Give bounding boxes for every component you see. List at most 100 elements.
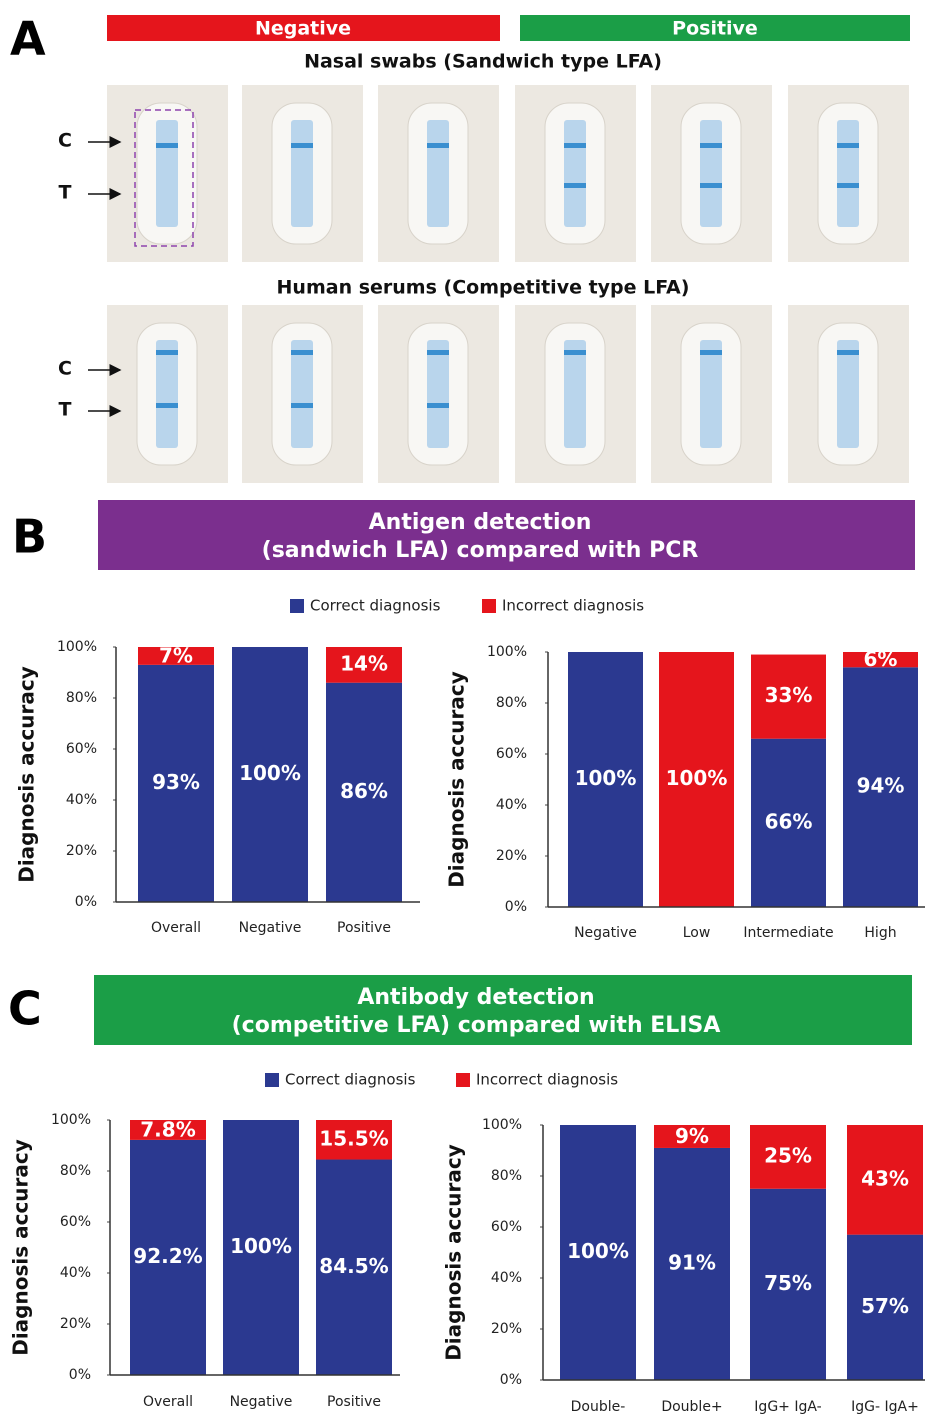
y-tick-label: 0% bbox=[75, 894, 97, 910]
strip bbox=[564, 120, 586, 227]
figure: A Negative Positive Nasal swabs (Sandwic… bbox=[0, 0, 929, 1415]
y-tick-label: 60% bbox=[60, 1214, 91, 1230]
y-tick-label: 40% bbox=[491, 1270, 522, 1286]
band bbox=[700, 143, 722, 148]
y-axis-label: Diagnosis accuracy bbox=[445, 671, 469, 888]
y-tick-label: 40% bbox=[60, 1265, 91, 1281]
y-tick-label: 20% bbox=[60, 1316, 91, 1332]
value-label: 57% bbox=[861, 1294, 909, 1318]
strip bbox=[156, 340, 178, 448]
strip bbox=[291, 340, 313, 448]
value-label: 7.8% bbox=[140, 1117, 195, 1141]
y-tick-label: 80% bbox=[66, 690, 97, 706]
band bbox=[700, 183, 722, 188]
x-tick-label: IgG+ IgA- bbox=[754, 1399, 821, 1415]
value-label: 84.5% bbox=[319, 1254, 388, 1278]
x-tick-label: Negative bbox=[574, 925, 637, 941]
x-tick-label: Intermediate bbox=[743, 925, 833, 941]
y-tick-label: 0% bbox=[500, 1372, 522, 1388]
x-tick-label: High bbox=[864, 925, 896, 941]
panel-label: B bbox=[12, 510, 47, 564]
value-label: 94% bbox=[857, 774, 905, 798]
band bbox=[427, 403, 449, 408]
strip bbox=[291, 120, 313, 227]
legend-swatch bbox=[482, 599, 496, 613]
value-label: 100% bbox=[230, 1234, 292, 1258]
strip bbox=[427, 120, 449, 227]
band bbox=[427, 143, 449, 148]
value-label: 100% bbox=[239, 761, 301, 785]
value-label: 91% bbox=[668, 1250, 716, 1274]
value-label: 86% bbox=[340, 779, 388, 803]
band bbox=[564, 143, 586, 148]
banner-text: Antibody detection bbox=[357, 985, 594, 1010]
band bbox=[156, 403, 178, 408]
y-axis-label: Diagnosis accuracy bbox=[9, 1139, 33, 1356]
band bbox=[837, 143, 859, 148]
band bbox=[700, 350, 722, 355]
band bbox=[564, 350, 586, 355]
x-tick-label: Positive bbox=[337, 920, 391, 936]
y-tick-label: 0% bbox=[505, 899, 527, 915]
panel-label: C bbox=[8, 982, 42, 1036]
banner-text: (sandwich LFA) compared with PCR bbox=[262, 538, 699, 563]
header-text: Positive bbox=[672, 18, 758, 40]
x-tick-label: Positive bbox=[327, 1394, 381, 1410]
value-label: 9% bbox=[675, 1124, 709, 1148]
y-tick-label: 20% bbox=[496, 848, 527, 864]
value-label: 33% bbox=[765, 683, 813, 707]
y-tick-label: 60% bbox=[66, 741, 97, 757]
band bbox=[291, 350, 313, 355]
value-label: 25% bbox=[764, 1143, 812, 1167]
band bbox=[156, 350, 178, 355]
row-title: Nasal swabs (Sandwich type LFA) bbox=[304, 51, 662, 73]
banner-text: Antigen detection bbox=[369, 510, 592, 535]
strip bbox=[837, 120, 859, 227]
band bbox=[156, 143, 178, 148]
x-tick-label: Overall bbox=[143, 1394, 193, 1410]
strip bbox=[156, 120, 178, 227]
y-tick-label: 60% bbox=[491, 1219, 522, 1235]
line-label: T bbox=[59, 182, 72, 204]
x-tick-label: Low bbox=[683, 925, 711, 941]
band bbox=[427, 350, 449, 355]
y-axis-label: Diagnosis accuracy bbox=[442, 1144, 466, 1361]
value-label: 15.5% bbox=[319, 1126, 388, 1150]
y-tick-label: 20% bbox=[491, 1321, 522, 1337]
y-tick-label: 20% bbox=[66, 843, 97, 859]
value-label: 6% bbox=[864, 647, 898, 671]
x-tick-label: Double+ bbox=[661, 1399, 722, 1415]
value-label: 7% bbox=[159, 643, 193, 667]
y-tick-label: 0% bbox=[69, 1367, 91, 1383]
y-tick-label: 80% bbox=[496, 695, 527, 711]
x-tick-label: Negative bbox=[239, 920, 302, 936]
value-label: 92.2% bbox=[133, 1244, 202, 1268]
legend-swatch bbox=[265, 1073, 279, 1087]
banner-text: (competitive LFA) compared with ELISA bbox=[232, 1013, 721, 1038]
x-tick-label: Negative bbox=[230, 1394, 293, 1410]
band bbox=[291, 143, 313, 148]
value-label: 75% bbox=[764, 1271, 812, 1295]
row-title: Human serums (Competitive type LFA) bbox=[277, 277, 690, 299]
strip bbox=[700, 120, 722, 227]
value-label: 100% bbox=[567, 1239, 629, 1263]
y-tick-label: 80% bbox=[491, 1168, 522, 1184]
legend-label: Incorrect diagnosis bbox=[502, 597, 644, 615]
band bbox=[564, 183, 586, 188]
line-label: C bbox=[58, 358, 72, 380]
legend-label: Correct diagnosis bbox=[310, 597, 441, 615]
y-tick-label: 60% bbox=[496, 746, 527, 762]
y-tick-label: 40% bbox=[496, 797, 527, 813]
y-tick-label: 100% bbox=[51, 1112, 91, 1128]
band bbox=[291, 403, 313, 408]
line-label: T bbox=[59, 399, 72, 421]
y-tick-label: 100% bbox=[57, 639, 97, 655]
strip bbox=[700, 340, 722, 448]
strip bbox=[837, 340, 859, 448]
y-tick-label: 80% bbox=[60, 1163, 91, 1179]
x-tick-label: Overall bbox=[151, 920, 201, 936]
y-tick-label: 40% bbox=[66, 792, 97, 808]
band bbox=[837, 350, 859, 355]
legend-swatch bbox=[456, 1073, 470, 1087]
strip bbox=[564, 340, 586, 448]
